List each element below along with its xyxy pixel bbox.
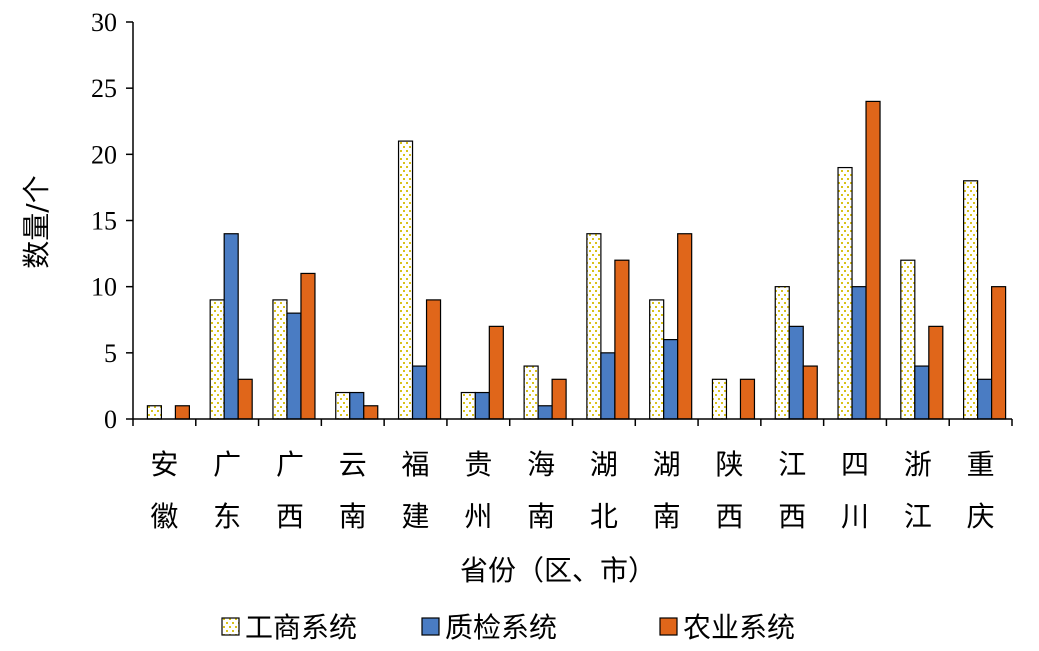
x-tick-label: 川 [841, 500, 869, 533]
y-tick-label: 0 [104, 405, 117, 434]
x-tick-label: 广 [213, 448, 241, 481]
x-tick-label: 福 [402, 448, 430, 481]
bar-series-2 [663, 339, 679, 420]
x-tick-label: 州 [464, 500, 492, 533]
y-tick-label: 15 [91, 207, 117, 236]
bar-series-1 [711, 378, 728, 420]
bar-series-2 [537, 405, 553, 420]
bar-series-2 [474, 391, 490, 420]
bar-series-3 [551, 378, 567, 420]
y-tick-label: 30 [91, 8, 117, 37]
x-axis-label: 省份（区、市） [460, 554, 656, 587]
bar-series-3 [174, 405, 190, 420]
y-tick-label: 5 [104, 339, 117, 368]
bar-series-2 [851, 286, 867, 420]
bar-series-1 [900, 259, 916, 420]
bar-series-1 [146, 405, 162, 420]
bar-series-1 [209, 299, 225, 420]
legend-label: 质检系统 [445, 611, 557, 644]
bar-series-2 [349, 391, 365, 420]
bar-series-1 [837, 166, 853, 420]
x-tick-label: 江 [904, 500, 932, 533]
x-tick-label: 庆 [967, 500, 995, 533]
legend-swatch [421, 617, 440, 636]
x-tick-label: 西 [778, 500, 806, 533]
bar-series-2 [286, 312, 302, 420]
y-tick-label: 10 [91, 273, 117, 302]
x-tick-label: 西 [715, 500, 743, 533]
x-tick-label: 湖 [653, 448, 681, 481]
axes [132, 22, 1013, 426]
bar-series-3 [488, 325, 504, 420]
x-tick-label: 安 [150, 448, 178, 481]
bar-series-1 [397, 140, 414, 420]
x-tick-label: 江 [778, 448, 806, 481]
legend-swatch [659, 617, 678, 636]
bar-series-2 [411, 365, 428, 420]
x-tick-label: 东 [213, 500, 241, 533]
bar-series-2 [600, 352, 616, 420]
legend: 工商系统 质检系统 农业系统 [221, 611, 795, 644]
legend-label: 工商系统 [245, 611, 357, 644]
bars [146, 100, 1007, 420]
bar-series-3 [677, 233, 693, 420]
bar-series-2 [977, 378, 993, 420]
bar-series-2 [223, 233, 239, 420]
bar-series-1 [774, 286, 790, 420]
x-tick-label: 南 [653, 500, 681, 533]
bar-series-1 [586, 233, 602, 420]
y-axis-label: 数量/个 [20, 175, 53, 268]
y-tick-label: 20 [91, 140, 117, 169]
bar-series-2 [788, 325, 804, 420]
bar-series-3 [802, 365, 818, 420]
bar-series-1 [335, 391, 351, 420]
bar-series-3 [363, 405, 379, 420]
x-tick-label: 陕 [715, 448, 743, 481]
x-tick-label: 湖 [590, 448, 618, 481]
x-tick-label: 云 [339, 448, 367, 481]
x-tick-label: 四 [841, 448, 869, 481]
x-tick-label: 广 [276, 448, 304, 481]
bar-series-1 [963, 180, 979, 420]
bar-series-3 [237, 378, 253, 420]
bar-series-3 [739, 378, 756, 420]
bar-series-3 [614, 259, 630, 420]
y-tick-label: 25 [91, 74, 117, 103]
bar-series-1 [272, 299, 288, 420]
bar-series-1 [649, 299, 665, 420]
legend-swatch [221, 617, 240, 636]
bar-series-2 [914, 365, 930, 420]
bar-series-3 [991, 286, 1007, 420]
x-tick-label: 海 [527, 448, 555, 481]
x-tick-label: 北 [590, 500, 618, 533]
x-tick-label: 南 [339, 500, 367, 533]
x-tick-label: 重 [967, 448, 995, 481]
y-axis-ticks: 0 5 10 15 20 25 30 [91, 8, 133, 434]
x-tick-label: 浙 [904, 448, 932, 481]
bar-series-3 [928, 325, 944, 420]
bar-series-3 [865, 100, 881, 420]
bar-series-1 [523, 365, 539, 420]
x-tick-label: 建 [402, 500, 430, 533]
legend-label: 农业系统 [683, 611, 795, 644]
x-tick-label: 贵 [464, 448, 492, 481]
x-tick-label: 南 [527, 500, 555, 533]
bar-series-1 [460, 391, 476, 420]
bar-series-3 [425, 299, 442, 420]
x-tick-label: 西 [276, 500, 304, 533]
x-tick-label: 徽 [150, 500, 178, 533]
bar-series-3 [300, 272, 316, 420]
